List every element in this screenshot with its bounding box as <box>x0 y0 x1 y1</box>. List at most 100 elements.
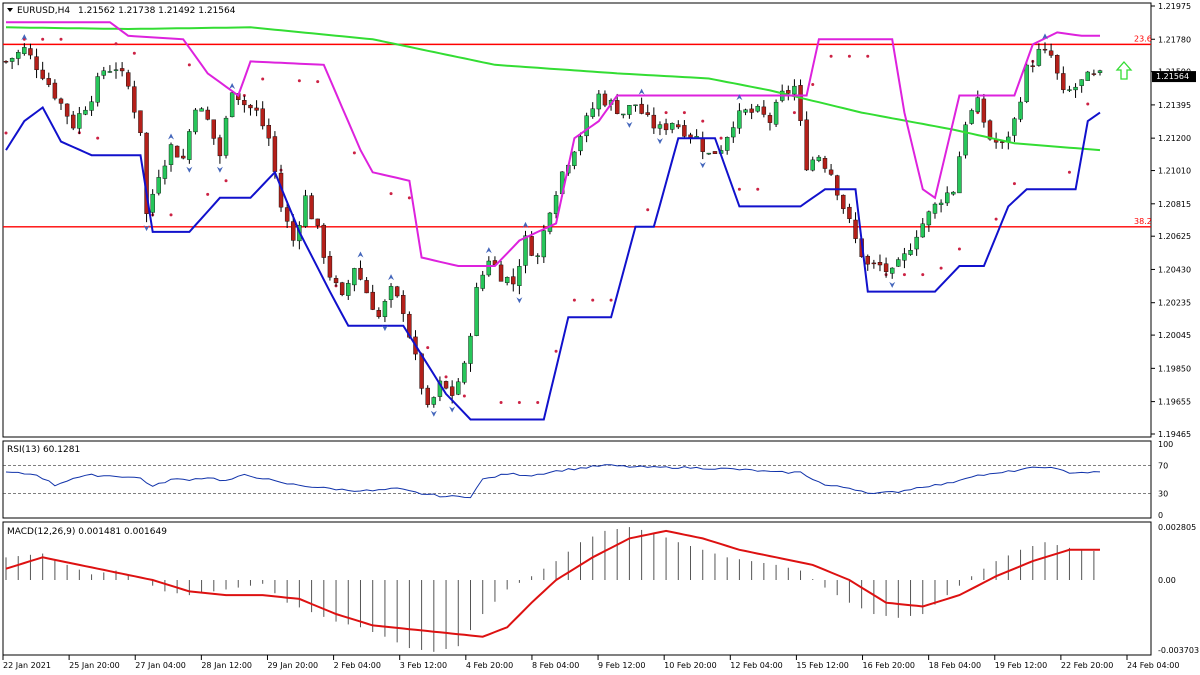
price-tick-label: 1.20815 <box>1158 200 1191 209</box>
candle-body <box>743 109 748 113</box>
sar-dot <box>701 119 705 123</box>
rsi-label: RSI(13) 60.1281 <box>7 445 80 455</box>
candle-body <box>786 90 791 94</box>
price-tick-label: 1.20045 <box>1158 331 1191 340</box>
main-pane[interactable] <box>2 2 1152 438</box>
candle-body <box>914 236 919 250</box>
fractal-down-icon <box>516 297 523 304</box>
candle-body <box>1006 136 1011 142</box>
candlesticks <box>3 42 1103 408</box>
candle-body <box>834 175 840 196</box>
time-tick-label: 8 Feb 04:00 <box>532 661 579 670</box>
candle-body <box>1061 73 1066 90</box>
fractal-down-icon <box>449 406 456 413</box>
price-tick-label: 1.19850 <box>1158 364 1191 373</box>
time-tick-label: 15 Feb 12:00 <box>796 661 848 670</box>
candle-body <box>58 98 64 104</box>
candle-body <box>462 362 467 383</box>
candle-body <box>229 92 235 118</box>
current-price-tag: 1.21564 <box>1152 71 1196 83</box>
candle-body <box>254 107 259 111</box>
sar-dot <box>792 111 796 115</box>
candle-body <box>1042 48 1048 51</box>
price-tick-label: 1.21395 <box>1158 101 1191 110</box>
candle-body <box>217 137 223 157</box>
collapse-triangle-icon[interactable] <box>7 8 13 12</box>
sar-dot <box>1067 170 1071 174</box>
candle-body <box>174 145 180 158</box>
candle-body <box>602 93 608 106</box>
buy-arrow-icon <box>1115 61 1133 80</box>
candle-body <box>590 108 595 117</box>
candle-body <box>682 125 687 137</box>
candle-body <box>1018 101 1023 120</box>
sar-dot <box>994 217 998 221</box>
candle-body <box>211 119 216 139</box>
macd-tick-label: 0.00 <box>1158 576 1176 585</box>
moving-average-line <box>5 26 1101 152</box>
sar-dot <box>206 192 210 196</box>
sar-dot <box>646 208 650 212</box>
price-axis: 1.219751.217801.215901.213951.212001.210… <box>1151 2 1191 439</box>
fractal-down-icon <box>430 410 437 417</box>
candle-body <box>614 100 620 114</box>
candle-body <box>168 144 174 165</box>
rsi-tick-label: 30 <box>1158 490 1168 499</box>
time-tick-label: 4 Feb 20:00 <box>466 661 513 670</box>
sar-dot <box>682 111 686 115</box>
symbol-label: EURUSD,H4 <box>17 6 70 16</box>
candle-body <box>333 278 339 284</box>
candle-body <box>798 85 803 121</box>
macd-pane[interactable] <box>2 521 1152 656</box>
lower-channel-line <box>5 106 1101 421</box>
time-tick-label: 22 Feb 20:00 <box>1061 661 1113 670</box>
rsi-pane[interactable] <box>2 440 1152 519</box>
candle-body <box>119 68 125 72</box>
candle-body <box>651 114 657 129</box>
sar-dot <box>1012 182 1016 186</box>
candle-body <box>468 335 473 364</box>
candle-body <box>981 98 987 123</box>
candle-body <box>382 301 388 317</box>
candle-body <box>358 267 363 280</box>
candle-body <box>1048 50 1054 56</box>
candle-body <box>969 110 974 124</box>
sar-dot <box>756 187 760 191</box>
time-tick-label: 24 Feb 04:00 <box>1127 661 1179 670</box>
sar-dot <box>169 213 173 217</box>
candle-body <box>663 123 669 131</box>
candle-body <box>352 268 357 286</box>
macd-label: MACD(12,26,9) 0.001481 0.001649 <box>7 527 167 537</box>
candle-body <box>291 221 296 241</box>
candle-body <box>987 120 993 140</box>
candle-body <box>535 255 540 257</box>
candle-body <box>346 283 351 296</box>
macd-series: 0.002805 0.00 -0.003703 <box>5 523 1199 655</box>
candle-body <box>9 58 15 62</box>
candle-body <box>883 263 889 272</box>
candle-body <box>804 119 809 171</box>
candle-body <box>1030 65 1035 67</box>
candle-body <box>303 195 308 227</box>
candle-body <box>676 124 681 128</box>
candle-body <box>645 112 650 115</box>
sar-dot <box>1086 102 1090 106</box>
candle-body <box>1000 141 1005 143</box>
sar-dot <box>41 37 45 41</box>
candle-body <box>162 165 168 179</box>
candle-body <box>945 192 950 204</box>
candle-body <box>700 137 705 152</box>
candle-body <box>578 136 583 152</box>
candle-body <box>1036 48 1042 66</box>
ohlc-label: 1.21562 1.21738 1.21492 1.21564 <box>78 6 236 16</box>
candle-body <box>926 211 932 226</box>
candle-body <box>767 115 773 123</box>
sar-dot <box>591 298 595 302</box>
macd-tick-label: -0.003703 <box>1158 646 1199 655</box>
candle-body <box>425 387 430 405</box>
sar-dot <box>132 51 136 55</box>
candle-body <box>975 97 980 113</box>
fractal-up-icon <box>168 133 175 140</box>
fractal-down-icon <box>186 166 193 173</box>
